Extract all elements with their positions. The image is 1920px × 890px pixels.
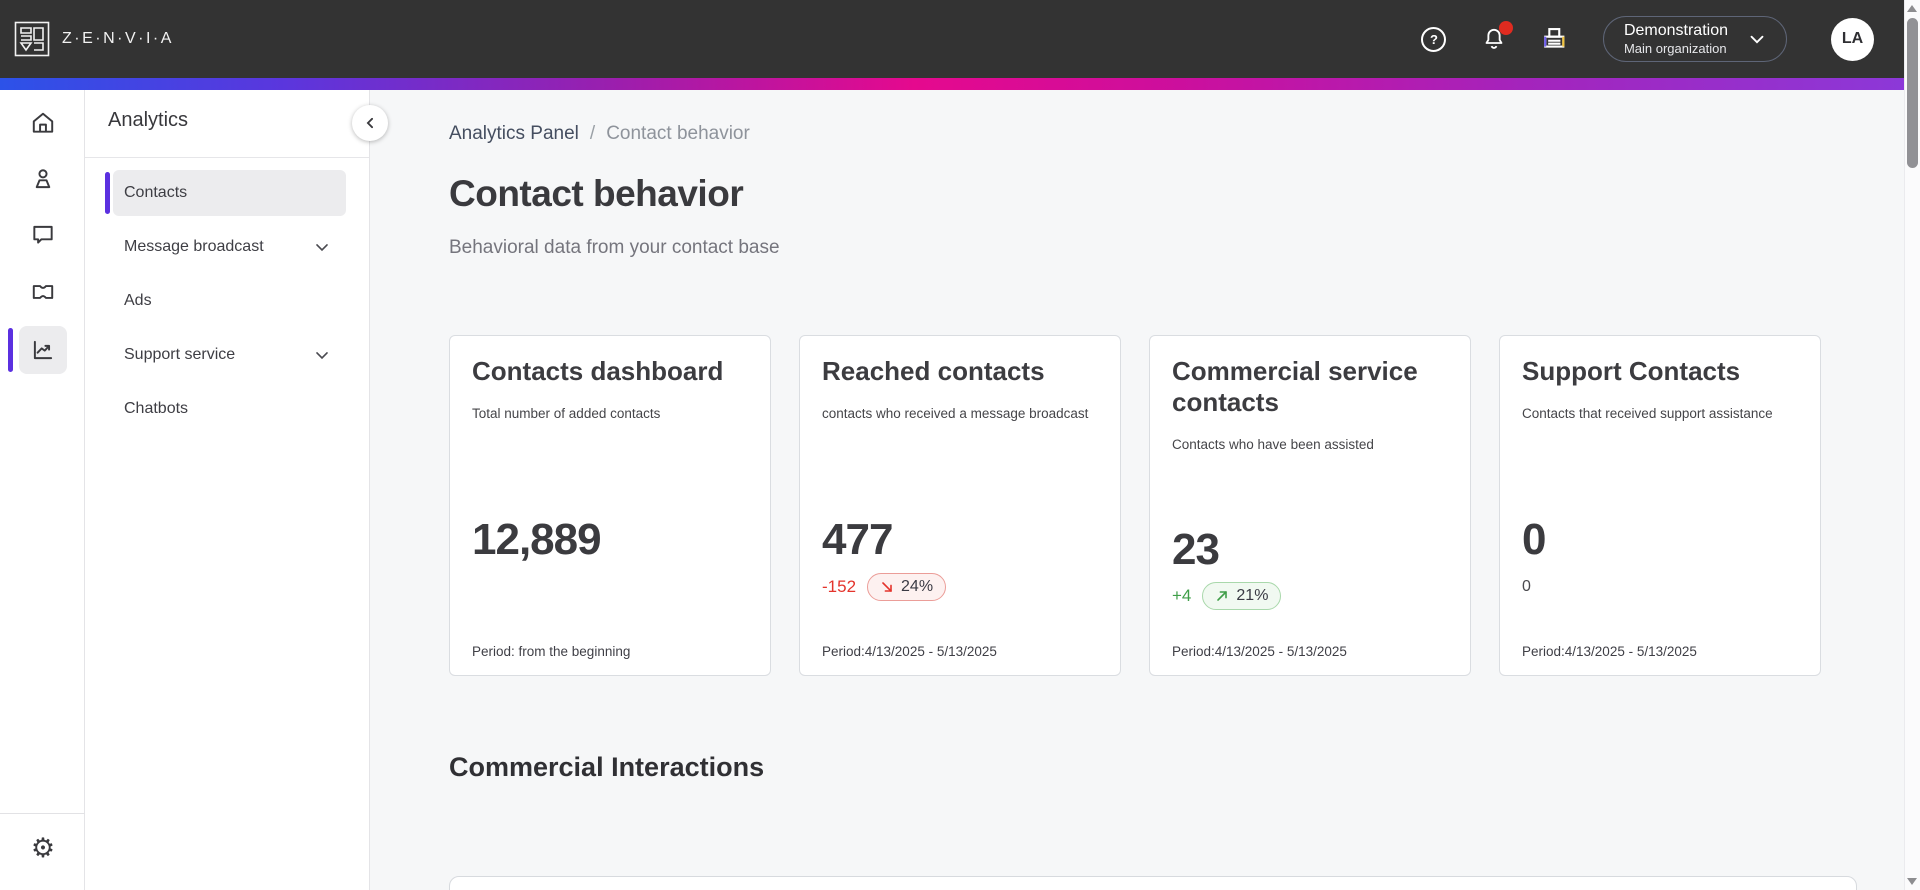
notification-badge bbox=[1498, 21, 1513, 35]
home-icon bbox=[32, 112, 54, 133]
card-support-contacts: Support Contacts Contacts that received … bbox=[1499, 335, 1821, 676]
delta-value: 0 bbox=[1522, 577, 1531, 595]
card-description: Contacts that received support assistanc… bbox=[1522, 406, 1773, 422]
sidebar-item-contacts[interactable]: Contacts bbox=[105, 170, 346, 216]
chevron-left-icon bbox=[366, 117, 373, 129]
card-delta-row: -152 24% bbox=[822, 570, 1098, 604]
submenu-title: Analytics bbox=[108, 109, 189, 131]
submenu-divider bbox=[85, 157, 369, 158]
gear-icon: ⚙ bbox=[30, 832, 56, 863]
printer-icon bbox=[1544, 28, 1565, 48]
sidebar-collapse-button[interactable] bbox=[352, 105, 388, 141]
card-reached-contacts: Reached contacts contacts who received a… bbox=[799, 335, 1121, 676]
card-value: 0 bbox=[1522, 515, 1546, 565]
card-contacts-dashboard: Contacts dashboard Total number of added… bbox=[449, 335, 771, 676]
page-title: Contact behavior bbox=[449, 173, 744, 214]
print-app-button[interactable] bbox=[1539, 24, 1569, 54]
card-value: 12,889 bbox=[472, 515, 602, 565]
chevron-down-icon bbox=[1750, 35, 1764, 44]
card-description: Contacts who have been assisted bbox=[1172, 437, 1374, 453]
delta-value: +4 bbox=[1172, 586, 1192, 606]
page-subtitle: Behavioral data from your contact base bbox=[449, 237, 780, 258]
card-value: 23 bbox=[1172, 524, 1220, 574]
card-value: 477 bbox=[822, 515, 893, 565]
nav-analytics-button[interactable] bbox=[19, 326, 67, 374]
sidebar-item-label: Ads bbox=[124, 292, 152, 309]
breadcrumb-separator: / bbox=[589, 123, 596, 144]
main-content: Analytics Panel / Contact behavior Conta… bbox=[371, 90, 1904, 890]
trend-badge: 21% bbox=[1202, 582, 1282, 611]
sidebar-item-chatbots[interactable]: Chatbots bbox=[113, 386, 346, 432]
card-period: Period:4/13/2025 - 5/13/2025 bbox=[1522, 644, 1697, 659]
brand-name: Z·E·N·V·I·A bbox=[62, 30, 174, 47]
organization-name: Demonstration bbox=[1623, 21, 1728, 39]
card-period: Period: from the beginning bbox=[472, 644, 631, 659]
card-period: Period:4/13/2025 - 5/13/2025 bbox=[1172, 644, 1347, 659]
breadcrumb-current: Contact behavior bbox=[606, 123, 750, 144]
stat-cards-row: Contacts dashboard Total number of added… bbox=[449, 335, 1821, 676]
sidebar-item-label: Contacts bbox=[124, 184, 188, 201]
active-nav-indicator bbox=[8, 328, 13, 372]
help-button[interactable]: ? bbox=[1419, 24, 1449, 54]
ticket-icon bbox=[32, 285, 54, 299]
card-delta-row: +4 21% bbox=[1172, 579, 1448, 613]
card-description: contacts who received a message broadcas… bbox=[822, 406, 1089, 422]
sidebar-item-support-service[interactable]: Support service bbox=[113, 332, 346, 378]
card-commercial-service-contacts: Commercial service contacts Contacts who… bbox=[1149, 335, 1471, 676]
organization-switcher[interactable]: Demonstration Main organization bbox=[1602, 16, 1787, 62]
card-title: Reached contacts bbox=[822, 356, 1045, 386]
zenvia-logo-icon bbox=[14, 21, 50, 57]
sidebar-item-label: Chatbots bbox=[124, 400, 189, 417]
trend-up-icon bbox=[1217, 591, 1228, 602]
settings-button[interactable]: ⚙ bbox=[19, 824, 67, 872]
nav-tickets-button[interactable] bbox=[19, 268, 67, 316]
line-chart-icon bbox=[33, 340, 53, 360]
notifications-button[interactable] bbox=[1479, 21, 1513, 54]
organization-subtitle: Main organization bbox=[1623, 40, 1727, 56]
sidebar-item-message-broadcast[interactable]: Message broadcast bbox=[113, 224, 346, 270]
nav-conversations-button[interactable] bbox=[19, 211, 67, 259]
trend-down-icon bbox=[882, 581, 892, 592]
trend-percent: 21% bbox=[1236, 587, 1269, 605]
nav-contacts-button[interactable] bbox=[19, 155, 67, 203]
card-title: Support Contacts bbox=[1522, 356, 1741, 386]
card-description: Total number of added contacts bbox=[472, 406, 661, 422]
card-delta-row bbox=[472, 570, 748, 604]
page-scrollbar[interactable] bbox=[1904, 0, 1920, 890]
scrollbar-down-arrow[interactable] bbox=[1907, 878, 1917, 885]
sidebar-item-label: Support service bbox=[124, 346, 236, 363]
trend-badge: 24% bbox=[867, 572, 947, 601]
chevron-down-icon bbox=[312, 237, 332, 257]
zenvia-brand[interactable]: Z·E·N·V·I·A bbox=[14, 21, 174, 57]
chat-icon bbox=[33, 225, 53, 244]
submenu-list: Contacts Message broadcast Ads Support s… bbox=[85, 170, 369, 440]
card-delta-row: 0 bbox=[1522, 570, 1798, 604]
analytics-submenu: Analytics Contacts Message broadcast Ads… bbox=[85, 90, 370, 890]
breadcrumb: Analytics Panel / Contact behavior bbox=[449, 123, 750, 145]
card-title: Contacts dashboard bbox=[472, 356, 724, 386]
commercial-interactions-card bbox=[449, 876, 1857, 890]
rail-divider bbox=[0, 813, 85, 814]
chevron-down-icon bbox=[312, 345, 332, 365]
bell-icon bbox=[1485, 28, 1503, 49]
scrollbar-thumb[interactable] bbox=[1907, 18, 1918, 168]
sidebar-item-ads[interactable]: Ads bbox=[113, 278, 346, 324]
section-title-commercial-interactions: Commercial Interactions bbox=[449, 752, 765, 782]
trend-percent: 24% bbox=[901, 577, 934, 595]
nav-home-button[interactable] bbox=[19, 99, 67, 147]
icon-rail: ⚙ bbox=[0, 90, 85, 890]
breadcrumb-analytics-panel[interactable]: Analytics Panel bbox=[449, 123, 579, 144]
topbar-actions: ? Demonstration Main organization bbox=[1419, 16, 1874, 62]
help-icon: ? bbox=[1421, 26, 1447, 52]
delta-value: -152 bbox=[822, 576, 857, 596]
sidebar-item-label: Message broadcast bbox=[124, 238, 264, 255]
scrollbar-up-arrow[interactable] bbox=[1907, 5, 1917, 12]
user-avatar[interactable]: LA bbox=[1831, 17, 1874, 61]
card-title: Commercial service contacts bbox=[1172, 356, 1418, 418]
top-bar: Z·E·N·V·I·A ? Demonstration bbox=[0, 0, 1904, 78]
brand-gradient-bar bbox=[0, 78, 1904, 90]
person-icon bbox=[35, 169, 51, 189]
card-period: Period:4/13/2025 - 5/13/2025 bbox=[822, 644, 997, 659]
